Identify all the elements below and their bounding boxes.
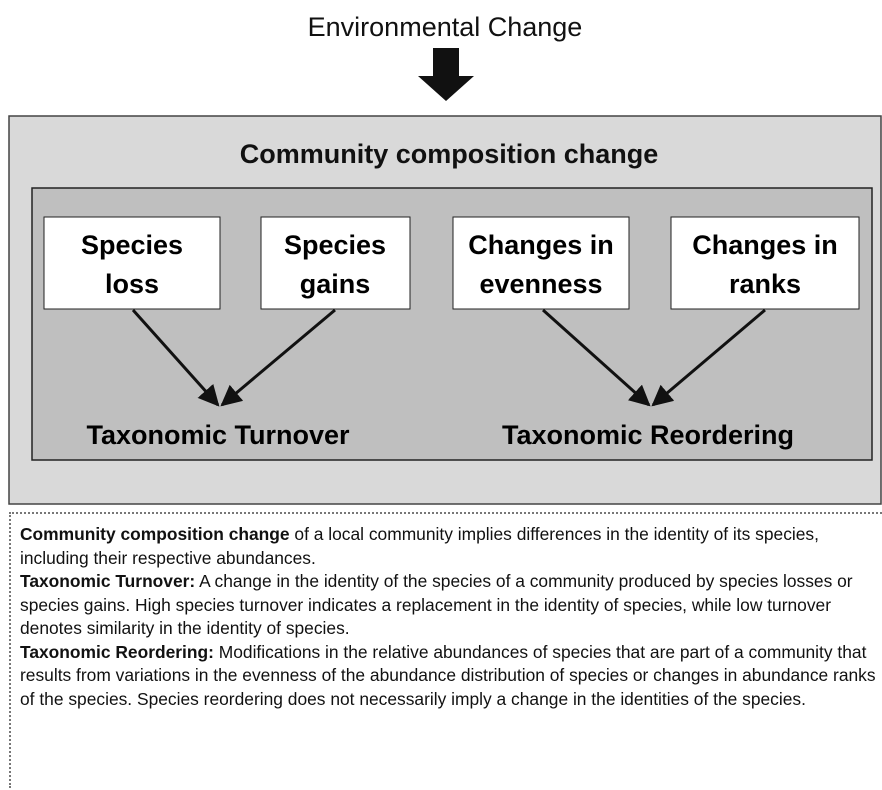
arrow — [220, 308, 336, 407]
diagram: Environmental Change Community compositi… — [8, 12, 882, 505]
node-label: loss — [105, 269, 159, 299]
node-label: ranks — [729, 269, 801, 299]
arrow — [651, 308, 766, 407]
definition: Community composition change of a local … — [20, 523, 882, 570]
group-label: Taxonomic Reordering — [502, 420, 794, 450]
node-label: Species — [284, 230, 386, 260]
node-box — [670, 216, 860, 310]
node-label: evenness — [479, 269, 602, 299]
definition: Taxonomic Turnover: A change in the iden… — [20, 570, 882, 641]
arrow — [541, 308, 651, 407]
arrows — [131, 308, 766, 407]
arrow — [131, 308, 220, 407]
node-box — [260, 216, 411, 310]
node-label: Species — [81, 230, 183, 260]
diagram-title: Environmental Change — [308, 12, 583, 42]
definition: Taxonomic Reordering: Modifications in t… — [20, 641, 882, 712]
down-arrow — [418, 48, 474, 101]
panel-title: Community composition change — [240, 139, 659, 169]
term: Taxonomic Turnover: — [20, 571, 196, 591]
definition-text: Modifications in the relative abundances… — [20, 641, 876, 709]
term: Community composition change — [20, 524, 290, 544]
node-label: gains — [300, 269, 371, 299]
term: Taxonomic Reordering: — [20, 641, 214, 662]
definitions: Community composition change of a local … — [9, 512, 882, 788]
definition-text: of a local community implies differences… — [20, 524, 819, 568]
definition-text: A change in the identity of the species … — [20, 571, 853, 638]
node-box — [43, 216, 221, 310]
group-label: Taxonomic Turnover — [86, 420, 350, 450]
node-label: Changes in — [468, 230, 614, 260]
node-label: Changes in — [692, 230, 838, 260]
node-box — [452, 216, 630, 310]
